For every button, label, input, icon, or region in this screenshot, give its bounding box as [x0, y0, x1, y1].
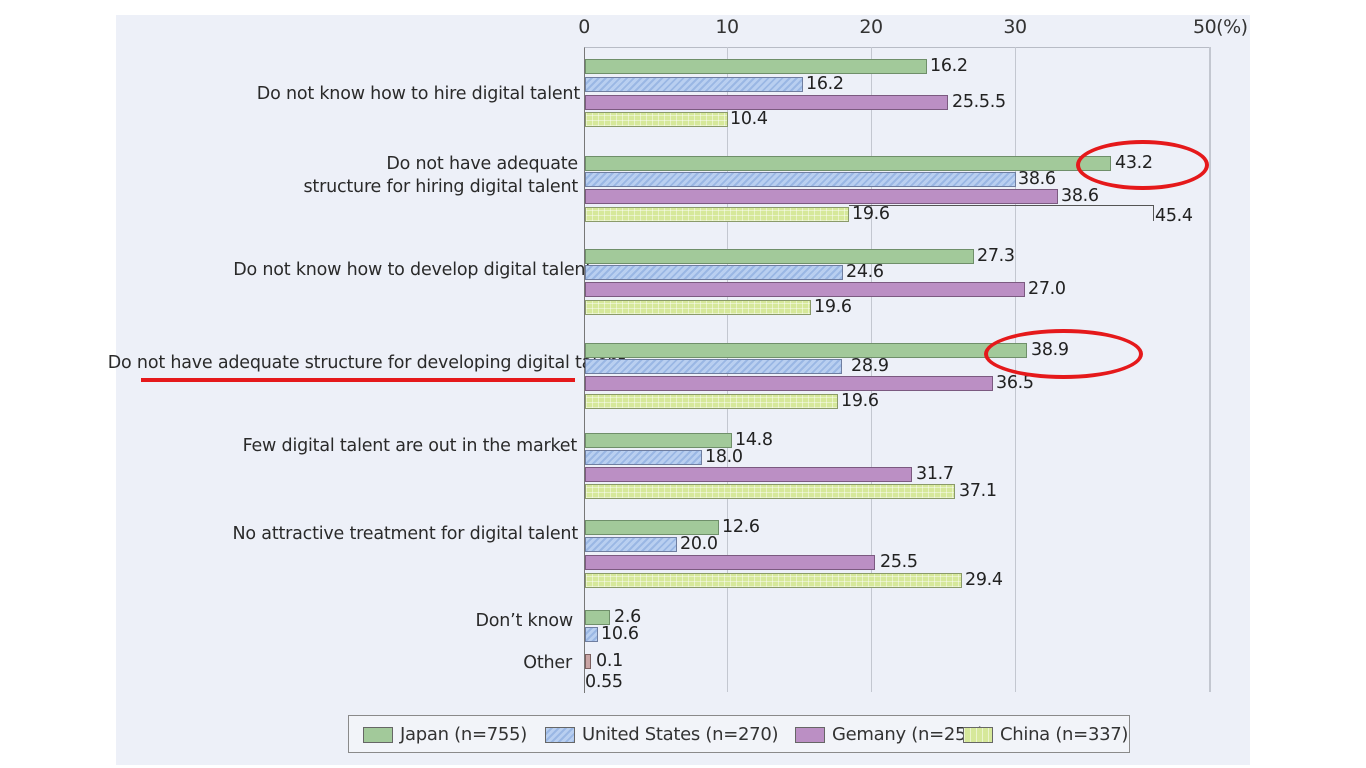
value-label: 19.6	[852, 204, 890, 224]
category-label: Do not have adequate structure for hiring…	[304, 153, 579, 199]
category-label-line: Few digital talent are out in the market	[242, 436, 578, 456]
category-label-line: No attractive treatment for digital tale…	[232, 524, 579, 544]
value-label: 24.6	[846, 262, 884, 282]
bar-cn	[585, 207, 849, 222]
category-label: No attractive treatment for digital tale…	[232, 523, 579, 546]
legend-label: Gemany (n=259)	[832, 724, 985, 745]
category-label: Other	[523, 652, 572, 675]
legend-item-us: United States (n=270)	[545, 724, 779, 745]
bar-cn	[585, 484, 955, 499]
value-label: 19.6	[814, 297, 852, 317]
value-label: 14.8	[735, 430, 773, 450]
category-label-line: Do not know how to hire digital talent	[256, 84, 580, 104]
bar-de	[585, 467, 912, 482]
value-label: 25.5	[880, 552, 918, 572]
legend-label: China (n=337)	[1000, 724, 1129, 745]
bar-cn	[585, 112, 728, 127]
bar-cn	[585, 300, 811, 315]
value-label: 25.5.5	[952, 92, 1006, 112]
value-label: 45.4	[1155, 206, 1193, 226]
category-label: Do not have adequate structure for devel…	[108, 352, 625, 375]
bar-us	[585, 77, 803, 92]
x-tick-label: 50(%)	[1193, 16, 1248, 38]
value-label: 28.9	[851, 356, 889, 376]
bar-cn	[585, 573, 962, 588]
legend: Japan (n=755) United States (n=270) Gemany…	[348, 715, 1130, 753]
x-tick-label: 10	[715, 16, 739, 38]
legend-swatch-jp	[363, 726, 393, 743]
bar-us	[585, 359, 842, 374]
gridline-20	[871, 47, 872, 692]
highlight-circle	[1076, 140, 1209, 190]
value-label: 27.3	[977, 246, 1015, 266]
legend-swatch-cn	[963, 726, 993, 743]
bar-de	[585, 555, 875, 570]
category-label: Don’t know	[475, 610, 573, 633]
category-label: Do not know how to develop digital talen…	[233, 259, 592, 282]
value-label: 12.6	[722, 517, 760, 537]
category-label-line: structure for hiring digital talent	[303, 177, 579, 197]
category-label-line: Do not have adequate	[386, 154, 578, 174]
outline-extension	[849, 205, 1153, 206]
bar-de	[585, 95, 948, 110]
category-label-line: Don’t know	[475, 611, 573, 631]
category-label-line: Do not have adequate structure for devel…	[107, 353, 625, 373]
x-tick-label: 0	[578, 16, 590, 38]
bar-cn	[585, 394, 838, 409]
bar-de	[585, 282, 1025, 297]
legend-label: United States (n=270)	[582, 724, 779, 745]
highlight-circle	[984, 329, 1143, 379]
bar-jp	[585, 610, 610, 625]
legend-swatch-de	[795, 726, 825, 743]
legend-item-cn: China (n=337)	[963, 724, 1128, 745]
x-tick-label: 30	[1003, 16, 1027, 38]
legend-swatch-us	[545, 726, 575, 743]
legend-item-jp: Japan (n=755)	[363, 724, 527, 745]
value-label: 31.7	[916, 464, 954, 484]
bar-jp	[585, 520, 719, 535]
value-label: 16.2	[806, 74, 844, 94]
plot-area	[584, 47, 1211, 693]
value-label: 16.2	[930, 56, 968, 76]
category-label: Do not know how to hire digital talent	[257, 83, 580, 106]
bar-us	[585, 265, 843, 280]
x-tick-label: 20	[859, 16, 883, 38]
bar-us	[585, 627, 598, 642]
bar-jp	[585, 433, 732, 448]
gridline-50	[1209, 47, 1211, 692]
value-label: 2.6	[614, 607, 641, 627]
category-label-line: Other	[523, 653, 572, 673]
highlight-underline	[141, 378, 575, 382]
value-label: 20.0	[680, 534, 718, 554]
value-label: 10.6	[601, 624, 639, 644]
bar-us	[585, 172, 1016, 187]
category-label: Few digital talent are out in the market	[242, 435, 578, 458]
legend-item-de: Gemany (n=259)	[795, 724, 984, 745]
bar-other	[585, 654, 591, 669]
value-label: 0.1	[596, 651, 623, 671]
value-label: 38.6	[1061, 186, 1099, 206]
bar-de	[585, 376, 993, 391]
bar-us	[585, 537, 677, 552]
value-label: 18.0	[705, 447, 743, 467]
bar-jp	[585, 249, 974, 264]
value-label: 10.4	[730, 109, 768, 129]
value-label: 19.6	[841, 391, 879, 411]
value-label: 37.1	[959, 481, 997, 501]
bar-jp	[585, 343, 1027, 358]
value-label: 27.0	[1028, 279, 1066, 299]
value-label: 29.4	[965, 570, 1003, 590]
value-label: 36.5	[996, 373, 1034, 393]
bar-us	[585, 450, 702, 465]
bar-de	[585, 189, 1058, 204]
category-label-line: Do not know how to develop digital talen…	[233, 260, 592, 280]
value-label: 38.6	[1018, 169, 1056, 189]
legend-label: Japan (n=755)	[400, 724, 527, 745]
outline-extension-end	[1153, 205, 1154, 221]
bar-jp	[585, 59, 927, 74]
value-label: 0.55	[585, 672, 623, 692]
